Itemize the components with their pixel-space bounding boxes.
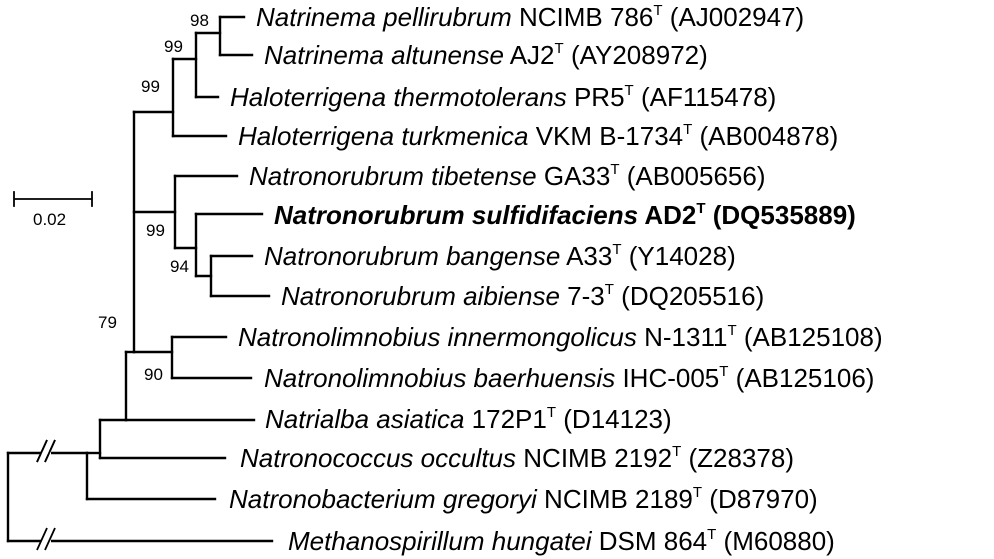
taxon-strain: DSM 864: [599, 526, 707, 556]
taxon-label: Natronolimnobius baerhuensis IHC-005T (A…: [264, 363, 874, 393]
scale-bar-label: 0.02: [33, 210, 66, 229]
taxon-strain: NCIMB 786: [519, 2, 653, 32]
taxon-strain: 172P1: [472, 404, 547, 434]
taxon-strain: VKM B-1734: [536, 121, 683, 151]
taxon-accession: (DQ535889): [713, 200, 856, 230]
type-strain-marker: T: [605, 281, 614, 298]
bootstrap-value: 90: [144, 365, 163, 384]
type-strain-marker: T: [672, 443, 681, 460]
break-mark-outgroup: [36, 527, 56, 551]
taxon-strain: AJ2: [510, 40, 555, 70]
taxon-strain: 7-3: [567, 281, 605, 311]
taxon-label: Natronorubrum tibetense GA33T (AB005656): [249, 161, 766, 191]
taxon-strain: N-1311: [644, 322, 727, 352]
type-strain-marker: T: [612, 241, 621, 258]
taxon-accession: (AJ002947): [670, 2, 804, 32]
taxon-name: Methanospirillum hungatei: [288, 526, 593, 556]
taxon-accession: (AB005656): [627, 161, 766, 191]
taxon-label: Methanospirillum hungatei DSM 864T (M608…: [288, 526, 835, 556]
bootstrap-value: 79: [98, 313, 117, 332]
type-strain-marker: T: [653, 2, 662, 19]
taxon-name: Natronorubrum tibetense: [249, 161, 537, 191]
taxon-label: Natronococcus occultus NCIMB 2192T (Z283…: [240, 443, 794, 473]
taxon-name: Haloterrigena turkmenica: [238, 121, 528, 151]
taxon-name: Natrialba asiatica: [265, 404, 464, 434]
type-strain-marker: T: [693, 484, 702, 501]
type-strain-marker: T: [610, 161, 619, 178]
tree-branches: [6, 15, 274, 543]
taxon-strain: NCIMB 2189: [544, 484, 693, 514]
taxon-name: Natronobacterium gregoryi: [229, 484, 538, 514]
taxon-label: Natronorubrum aibiense 7-3T (DQ205516): [281, 281, 764, 311]
taxon-label-highlighted: Natronorubrum sulfidifaciens AD2T (DQ535…: [274, 200, 856, 230]
bootstrap-value: 99: [141, 77, 160, 96]
taxon-name: Natrinema altunense: [264, 40, 504, 70]
taxon-name: Natrinema pellirubrum: [256, 2, 512, 32]
taxon-label: Haloterrigena turkmenica VKM B-1734T (AB…: [238, 121, 838, 151]
taxon-accession: (AY208972): [571, 40, 708, 70]
taxon-accession: (M60880): [724, 526, 835, 556]
bootstrap-value: 98: [190, 11, 209, 30]
bootstrap-value: 99: [146, 221, 165, 240]
taxon-label: Natronobacterium gregoryi NCIMB 2189T (D…: [229, 484, 818, 514]
scale-bar: 0.02: [13, 191, 93, 229]
taxon-name: Natronorubrum sulfidifaciens: [274, 200, 638, 230]
scale-bar-line: [13, 191, 93, 207]
taxon-label: Haloterrigena thermotolerans PR5T (AF115…: [230, 82, 776, 112]
taxon-strain: GA33: [544, 161, 611, 191]
taxon-strain: IHC-005: [622, 363, 719, 393]
taxon-strain: NCIMB 2192: [523, 443, 672, 473]
taxon-label: Natrinema altunense AJ2T (AY208972): [264, 40, 708, 70]
taxon-accession: (Y14028): [629, 241, 736, 271]
taxon-accession: (AB125108): [744, 322, 883, 352]
taxon-accession: (AB125106): [736, 363, 875, 393]
taxon-name: Natronococcus occultus: [240, 443, 516, 473]
taxon-accession: (D14123): [563, 404, 671, 434]
taxon-label: Natrinema pellirubrum NCIMB 786T (AJ0029…: [256, 2, 804, 32]
taxon-label: Natronorubrum bangense A33T (Y14028): [264, 241, 736, 271]
taxon-strain: A33: [566, 241, 612, 271]
type-strain-marker: T: [707, 526, 716, 543]
taxon-label: Natrialba asiatica 172P1T (D14123): [265, 404, 672, 434]
type-strain-marker: T: [719, 363, 728, 380]
taxon-accession: (AB004878): [700, 121, 839, 151]
taxon-accession: (D87970): [709, 484, 817, 514]
branch-break-marks: [36, 439, 56, 551]
taxon-label: Natronolimnobius innermongolicus N-1311T…: [238, 322, 883, 352]
taxon-name: Haloterrigena thermotolerans: [230, 82, 567, 112]
taxon-name: Natronorubrum bangense: [264, 241, 560, 271]
type-strain-marker: T: [727, 322, 736, 339]
taxon-accession: (AF115478): [641, 82, 776, 112]
taxon-strain: PR5: [574, 82, 625, 112]
taxon-name: Natronorubrum aibiense: [281, 281, 560, 311]
taxon-strain: AD2: [644, 200, 696, 230]
type-strain-marker: T: [625, 82, 634, 99]
break-mark-ingroup-redraw: [36, 439, 56, 463]
type-strain-marker: T: [547, 404, 556, 421]
type-strain-marker: T: [683, 121, 692, 138]
bootstrap-value: 99: [164, 37, 183, 56]
taxon-labels: Natrinema pellirubrum NCIMB 786T (AJ0029…: [229, 2, 883, 556]
bootstrap-value: 94: [170, 257, 189, 276]
taxon-accession: [663, 2, 670, 32]
taxon-accession: (Z28378): [689, 443, 795, 473]
taxon-name: Natronolimnobius innermongolicus: [238, 322, 637, 352]
taxon-accession: (DQ205516): [621, 281, 764, 311]
type-strain-marker: T: [555, 40, 564, 57]
taxon-name: Natronolimnobius baerhuensis: [264, 363, 615, 393]
bootstrap-values: 98 99 99 99 94 79 90: [98, 11, 209, 384]
type-strain-marker: T: [696, 200, 705, 217]
